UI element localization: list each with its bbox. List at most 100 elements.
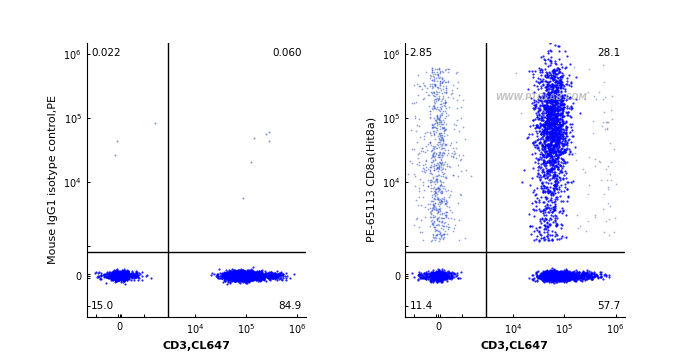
Point <box>243 269 254 275</box>
Point <box>439 272 450 278</box>
Point <box>248 273 260 279</box>
Point <box>114 274 125 280</box>
Point <box>239 272 250 277</box>
Point <box>537 275 548 281</box>
Point <box>435 101 446 106</box>
Point <box>225 273 236 278</box>
Point <box>553 269 564 275</box>
Point <box>555 272 566 278</box>
Point <box>571 271 582 276</box>
Point <box>117 273 128 278</box>
Point <box>240 273 251 279</box>
Point <box>112 272 123 277</box>
Point <box>110 274 121 279</box>
Point <box>237 272 248 278</box>
Point <box>227 272 238 278</box>
Point <box>244 278 255 284</box>
Point <box>261 271 272 277</box>
Point <box>536 164 547 170</box>
Point <box>226 272 237 278</box>
Point <box>554 275 565 281</box>
Point <box>546 112 557 118</box>
Point <box>238 273 249 278</box>
Point <box>428 153 439 159</box>
Point <box>437 132 448 138</box>
Point <box>433 274 444 280</box>
Point <box>448 271 459 277</box>
Point <box>232 273 244 278</box>
Point <box>542 272 553 277</box>
Point <box>448 148 459 153</box>
Point <box>439 219 450 225</box>
Point <box>112 272 123 278</box>
Point <box>566 179 577 185</box>
Point <box>547 278 558 284</box>
Point <box>441 214 452 220</box>
Point <box>557 138 568 144</box>
Point <box>553 274 564 279</box>
Point <box>452 98 463 103</box>
Point <box>227 269 238 275</box>
Point <box>536 274 548 280</box>
Point <box>120 271 131 277</box>
Point <box>557 271 568 276</box>
Point <box>243 273 254 279</box>
Point <box>435 269 446 274</box>
Point <box>239 273 250 279</box>
Point <box>551 269 562 275</box>
Point <box>539 226 550 232</box>
Point <box>230 274 242 280</box>
Point <box>434 272 446 278</box>
Point <box>417 168 428 174</box>
Point <box>582 276 593 281</box>
Point <box>539 225 550 231</box>
Point <box>548 144 559 150</box>
Point <box>579 272 590 277</box>
Point <box>545 269 556 275</box>
Point <box>242 277 253 282</box>
Point <box>430 157 441 163</box>
Point <box>553 276 564 281</box>
Point <box>541 274 552 280</box>
Point <box>550 113 561 119</box>
Point <box>232 276 244 282</box>
Point <box>555 78 566 83</box>
Point <box>552 126 563 132</box>
Point <box>426 273 437 279</box>
Point <box>112 271 124 276</box>
Point <box>110 274 121 280</box>
Point <box>237 269 248 275</box>
Point <box>539 273 550 279</box>
Point <box>551 276 562 282</box>
Point <box>264 274 275 280</box>
Point <box>237 271 248 277</box>
Point <box>243 277 254 282</box>
Point <box>225 276 236 282</box>
Point <box>232 275 244 281</box>
Point <box>226 274 237 279</box>
Point <box>443 271 455 276</box>
Point <box>437 142 448 148</box>
Point <box>239 272 250 277</box>
Point <box>229 272 240 278</box>
Point <box>559 273 570 278</box>
Point <box>230 273 241 279</box>
Point <box>550 271 561 277</box>
Point <box>589 156 600 162</box>
Point <box>245 273 256 279</box>
Point <box>551 272 562 277</box>
Point <box>557 272 568 278</box>
Point <box>434 272 446 277</box>
Point <box>559 271 570 277</box>
Point <box>396 188 407 193</box>
Point <box>555 270 566 276</box>
Point <box>453 128 464 134</box>
Point <box>238 275 249 281</box>
Point <box>543 275 555 281</box>
Point <box>555 131 566 137</box>
Point <box>439 68 450 73</box>
Point <box>425 214 436 220</box>
Point <box>230 272 241 277</box>
Point <box>424 171 435 176</box>
Point <box>442 112 453 118</box>
